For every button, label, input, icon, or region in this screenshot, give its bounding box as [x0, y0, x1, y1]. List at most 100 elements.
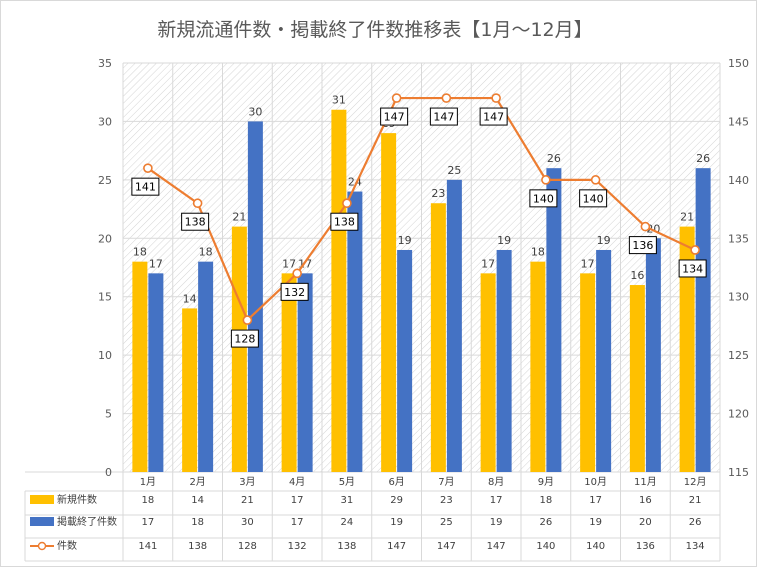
- y-right-tick-label: 140: [728, 174, 749, 187]
- table-cell-value: 132: [288, 541, 307, 552]
- table-cell-value: 140: [586, 541, 605, 552]
- table-cell-value: 138: [188, 541, 207, 552]
- line-value-label: 128: [234, 333, 255, 346]
- line-value-box: [330, 212, 359, 231]
- bar: [347, 191, 363, 473]
- y-left-tick-label: 35: [98, 57, 112, 70]
- line-point: [292, 268, 302, 279]
- bar: [381, 133, 397, 472]
- bar-value-label: 30: [248, 105, 262, 118]
- line-point: [590, 175, 601, 185]
- bar: [446, 179, 462, 472]
- bar-value-label: 17: [481, 257, 495, 270]
- table-cell-value: 140: [536, 541, 555, 552]
- table-cell-value: 19: [589, 517, 602, 528]
- line-value-box: [429, 107, 458, 126]
- y-left-tick-label: 25: [98, 174, 112, 187]
- line-value-box: [479, 107, 508, 126]
- bar: [231, 226, 247, 472]
- line-series-path: [147, 96, 696, 322]
- x-category-label: 11月: [634, 476, 657, 488]
- line-point: [491, 93, 501, 103]
- table-cell-value: 17: [490, 495, 503, 506]
- y-right-tick-label: 120: [728, 408, 749, 421]
- x-category-label: 12月: [684, 476, 707, 488]
- bar-value-label: 26: [547, 152, 561, 165]
- bar: [182, 308, 198, 472]
- line-value-box: [131, 177, 160, 196]
- bar: [198, 261, 214, 472]
- bar-value-label: 17: [282, 257, 296, 270]
- legend-series-name: 掲載終了件数: [57, 515, 117, 528]
- x-category-label: 6月: [388, 476, 404, 488]
- bar: [132, 261, 148, 472]
- table-cell-value: 29: [390, 495, 403, 506]
- bar: [480, 273, 496, 472]
- table-cell-value: 147: [437, 541, 456, 552]
- line-value-label: 141: [135, 181, 156, 194]
- line-point: [143, 163, 153, 173]
- line-point: [441, 93, 452, 103]
- x-category-label: 9月: [538, 476, 554, 488]
- bar-value-label: 19: [597, 234, 611, 247]
- x-category-label: 3月: [239, 476, 255, 488]
- y-right-tick-label: 130: [728, 291, 749, 304]
- chart-title: 新規流通件数・掲載終了件数推移表【1月～12月】: [157, 19, 592, 41]
- table-cell-value: 147: [387, 541, 406, 552]
- y-left-tick-label: 5: [105, 408, 112, 421]
- bar: [148, 273, 164, 472]
- table-cell-value: 17: [291, 495, 304, 506]
- bar-value-label: 18: [531, 246, 545, 259]
- line-value-box: [529, 189, 558, 208]
- line-point: [192, 198, 203, 209]
- x-category-label: 7月: [438, 476, 454, 488]
- line-value-label: 132: [284, 286, 305, 299]
- legend-swatch: [30, 495, 54, 504]
- table-cell-value: 25: [440, 517, 453, 528]
- line-value-label: 140: [583, 192, 604, 205]
- data-table: 新規件数 18 14 21 17 31 29 23 17 18 17 16 21 掲載終了件数 17 18 30…: [30, 493, 705, 552]
- bar: [679, 226, 695, 472]
- line-value-box: [230, 329, 259, 348]
- table-cell-value: 128: [238, 541, 257, 552]
- bar-value-label: 18: [133, 246, 147, 259]
- line-value-box: [380, 107, 409, 126]
- bar-value-label: 21: [680, 211, 694, 224]
- y-right-tick-label: 115: [728, 466, 749, 479]
- line-series: 141 138 128 132 138 147 147 147 140 140 136 134: [131, 93, 707, 348]
- table-cell-value: 134: [686, 541, 705, 552]
- bar-value-label: 25: [447, 164, 461, 177]
- line-point: [391, 93, 402, 103]
- line-value-label: 134: [682, 262, 703, 275]
- line-point: [690, 245, 700, 255]
- bar-value-label: 17: [581, 257, 595, 270]
- x-category-label: 2月: [189, 476, 205, 488]
- y-right-tick-label: 150: [728, 57, 749, 70]
- line-value-label: 138: [334, 216, 355, 229]
- y-right-tick-label: 135: [728, 232, 749, 245]
- line-value-box: [280, 282, 309, 301]
- table-cell-value: 21: [689, 495, 702, 506]
- table-cell-value: 19: [490, 517, 503, 528]
- y-left-tick-label: 15: [98, 291, 112, 304]
- table-cell-value: 136: [636, 541, 655, 552]
- table-cell-value: 138: [337, 541, 356, 552]
- table-cell-value: 26: [540, 517, 553, 528]
- table-cell-value: 14: [191, 495, 204, 506]
- bar-value-label: 23: [431, 187, 445, 200]
- y-left-tick-label: 20: [98, 232, 112, 245]
- table-cell-value: 16: [639, 495, 652, 506]
- bar-value-label: 16: [630, 269, 644, 282]
- legend-swatch: [30, 517, 54, 526]
- line-point: [342, 198, 352, 209]
- line-value-label: 147: [433, 111, 454, 124]
- bar-value-label: 18: [199, 246, 213, 259]
- bar: [496, 249, 512, 472]
- y-left-tick-label: 10: [98, 349, 112, 362]
- legend-swatch-marker: [37, 541, 47, 551]
- table-cell-value: 21: [241, 495, 254, 506]
- legend-series-name: 新規件数: [57, 493, 97, 506]
- bar-value-label: 21: [232, 211, 246, 224]
- x-category-label: 5月: [339, 476, 355, 488]
